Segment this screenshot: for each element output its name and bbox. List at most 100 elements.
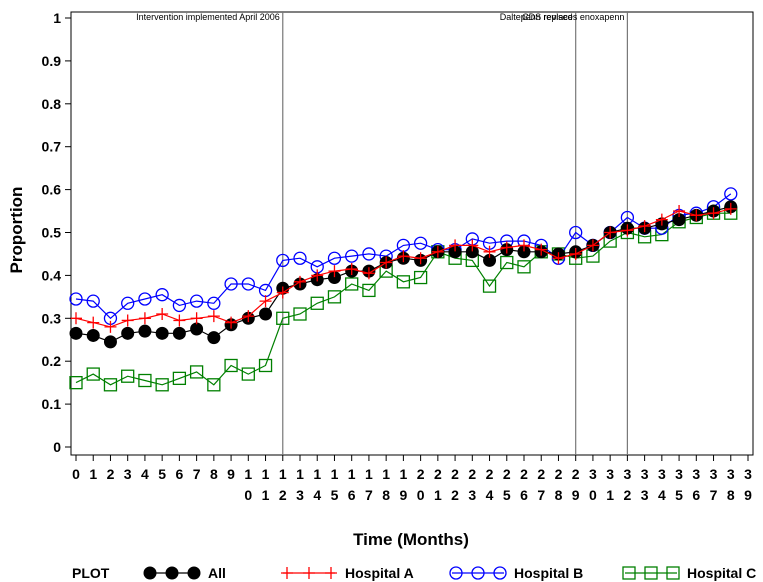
x-tick-label-ones: 0	[244, 487, 252, 503]
data-point	[673, 205, 686, 218]
x-tick-label-tens: 2	[417, 466, 425, 482]
data-point	[224, 277, 238, 291]
data-point	[70, 312, 82, 325]
x-tick-label-tens: 2	[555, 466, 563, 482]
data-point	[311, 269, 324, 282]
data-point	[121, 314, 134, 327]
x-tick-label-ones: 6	[348, 487, 356, 503]
data-point	[724, 202, 737, 215]
data-point	[397, 250, 410, 263]
data-point	[165, 566, 179, 580]
series-all	[69, 200, 738, 349]
data-point	[493, 566, 507, 580]
data-point	[86, 294, 100, 308]
data-point	[242, 310, 255, 323]
data-point	[707, 207, 720, 220]
data-point	[69, 375, 83, 390]
legend-label: Hospital B	[514, 565, 583, 581]
data-point	[155, 378, 169, 392]
x-tick-label-tens: 3	[623, 466, 631, 482]
data-point	[310, 296, 324, 310]
data-point	[362, 247, 376, 261]
data-point	[281, 567, 293, 579]
data-point	[535, 243, 548, 256]
data-point	[259, 307, 273, 321]
data-point	[69, 326, 83, 340]
x-tick-label: 9	[227, 466, 235, 482]
data-point	[173, 314, 186, 327]
data-point	[517, 260, 531, 274]
data-point	[241, 277, 255, 291]
x-tick-label-tens: 3	[606, 466, 614, 482]
data-point	[121, 369, 135, 383]
legend-label: All	[208, 565, 226, 581]
data-point	[276, 253, 290, 268]
data-point	[172, 298, 187, 313]
data-point	[362, 267, 375, 280]
axes: 00.10.20.30.40.50.60.70.80.910 1 2 3 4 5 6 7 8 9 1…	[42, 10, 753, 503]
x-tick-label-ones: 4	[313, 487, 321, 503]
data-point	[87, 316, 100, 329]
data-point	[345, 262, 358, 275]
x-tick-label-ones: 5	[503, 487, 511, 503]
legend: PLOT All Hospital A Hospital B Hospital C	[72, 565, 756, 581]
x-tick-label-ones: 2	[623, 487, 631, 503]
x-tick-label-tens: 3	[727, 466, 735, 482]
reference-lines: Intervention implemented April 2006 CDS r…	[136, 12, 628, 455]
x-tick-label-ones: 4	[658, 487, 666, 503]
x-tick-label-tens: 3	[692, 466, 700, 482]
data-point	[638, 220, 651, 233]
y-tick-label: 0.9	[42, 53, 62, 69]
legend-label: Hospital A	[345, 565, 414, 581]
y-axis-title: Proportion	[7, 187, 26, 274]
x-tick-label-ones: 0	[417, 487, 425, 503]
data-point	[294, 275, 306, 288]
x-tick-label-tens: 2	[572, 466, 580, 482]
x-tick-label-ones: 2	[279, 487, 287, 503]
x-tick-label-tens: 3	[710, 466, 718, 482]
x-tick-label: 6	[175, 466, 183, 482]
x-tick-label-tens: 3	[744, 466, 752, 482]
x-tick-label-tens: 1	[313, 466, 321, 482]
x-tick-label-ones: 1	[606, 487, 614, 503]
x-tick-label-ones: 8	[727, 487, 735, 503]
data-point	[241, 367, 255, 381]
data-point	[724, 187, 738, 201]
x-tick-label-ones: 5	[675, 487, 683, 503]
data-point	[190, 322, 204, 336]
reference-line-label: Daltepenn replaces enoxapenn	[500, 12, 625, 22]
data-point	[155, 326, 169, 340]
data-point	[207, 331, 221, 345]
data-point	[189, 294, 204, 308]
data-point	[293, 307, 307, 321]
x-tick-label-ones: 7	[537, 487, 545, 503]
data-point	[86, 328, 100, 342]
data-point	[276, 311, 290, 325]
series-hospital-c	[69, 206, 738, 392]
data-point	[328, 265, 341, 278]
data-point	[224, 358, 238, 373]
data-point	[396, 275, 411, 289]
x-tick-label-ones: 6	[692, 487, 700, 503]
x-tick-label-tens: 1	[331, 466, 339, 482]
reference-line-label: CDS revised	[522, 12, 573, 22]
x-tick-label: 8	[210, 466, 218, 482]
data-point	[345, 277, 359, 291]
x-tick-label-ones: 7	[710, 487, 718, 503]
x-tick-label-tens: 1	[296, 466, 304, 482]
data-point	[431, 245, 444, 258]
data-point	[189, 365, 204, 379]
x-tick-label-tens: 2	[451, 466, 459, 482]
data-point	[362, 283, 376, 298]
data-point	[449, 566, 463, 580]
data-point	[86, 367, 100, 381]
x-tick-label-tens: 1	[262, 466, 270, 482]
x-tick-label-tens: 1	[365, 466, 373, 482]
data-point	[552, 252, 565, 265]
data-point	[104, 320, 117, 333]
data-point	[207, 378, 221, 392]
x-tick-label-ones: 3	[468, 487, 476, 503]
x-tick-label-ones: 9	[572, 487, 580, 503]
x-tick-label-tens: 2	[486, 466, 494, 482]
